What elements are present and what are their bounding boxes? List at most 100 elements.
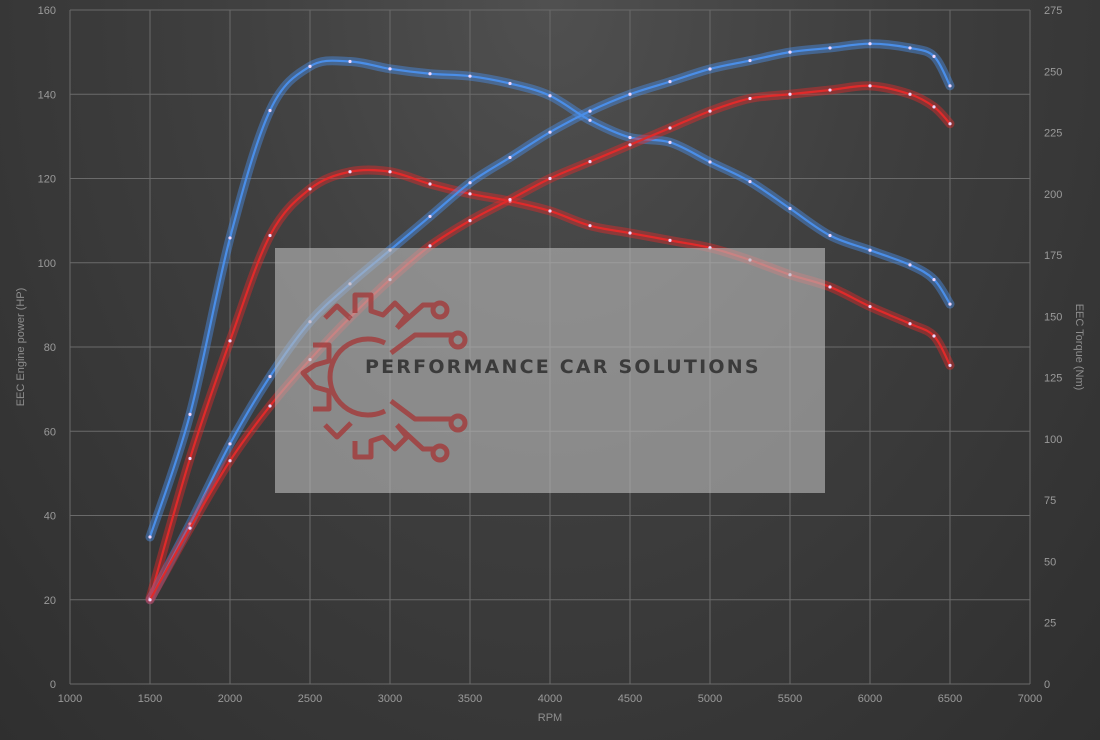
y-right-tick-label: 75 — [1044, 495, 1056, 507]
data-point — [268, 374, 272, 379]
data-point — [708, 67, 712, 71]
y-left-tick-label: 20 — [44, 595, 56, 607]
y-left-tick-label: 140 — [38, 89, 56, 101]
data-point — [548, 94, 552, 98]
x-tick-label: 4500 — [618, 693, 642, 705]
x-tick-label: 2000 — [218, 693, 242, 705]
data-point — [828, 233, 832, 238]
data-point — [188, 526, 192, 530]
data-point — [788, 50, 792, 54]
y-right-tick-label: 125 — [1044, 373, 1062, 385]
data-point — [628, 135, 632, 140]
y-right-tick-label: 275 — [1044, 5, 1062, 17]
x-tick-label: 6500 — [938, 693, 962, 705]
data-point — [948, 84, 952, 88]
x-tick-label: 3000 — [378, 693, 402, 705]
data-point — [748, 179, 752, 184]
data-point — [828, 46, 832, 50]
data-point — [788, 206, 792, 211]
data-point — [308, 64, 312, 68]
data-point — [908, 322, 912, 326]
data-point — [932, 278, 936, 282]
x-tick-label: 7000 — [1018, 693, 1042, 705]
y-left-tick-label: 100 — [38, 258, 56, 270]
data-point — [388, 67, 392, 71]
data-point — [668, 140, 672, 144]
data-point — [868, 304, 872, 309]
data-point — [428, 244, 432, 248]
y-right-tick-label: 100 — [1044, 434, 1062, 446]
data-point — [388, 170, 392, 174]
y-right-tick-label: 50 — [1044, 556, 1056, 568]
y-right-tick-label: 200 — [1044, 189, 1062, 201]
data-point — [348, 59, 352, 64]
y-right-tick-label: 250 — [1044, 66, 1062, 78]
y-left-tick-label: 0 — [50, 679, 56, 691]
x-tick-label: 6000 — [858, 693, 882, 705]
data-point — [828, 88, 832, 92]
data-point — [628, 231, 632, 235]
data-point — [508, 155, 512, 160]
y-right-tick-label: 0 — [1044, 679, 1050, 691]
y-left-tick-label: 60 — [44, 426, 56, 438]
data-point — [748, 96, 752, 101]
data-point — [268, 233, 272, 238]
data-point — [428, 72, 432, 76]
x-tick-label: 4000 — [538, 693, 562, 705]
data-point — [428, 182, 432, 186]
series-line-0 — [148, 59, 952, 539]
y-left-tick-label: 120 — [38, 174, 56, 186]
x-tick-label: 1500 — [138, 693, 162, 705]
data-point — [188, 412, 192, 416]
series-layer — [145, 39, 955, 605]
data-point — [588, 224, 592, 228]
series-line-3 — [148, 84, 952, 601]
data-point — [268, 108, 272, 113]
data-point — [948, 363, 952, 367]
gear-circuit-logo-icon — [300, 292, 468, 463]
watermark: PERFORMANCE CAR SOLUTIONS — [275, 248, 825, 493]
data-point — [228, 236, 232, 240]
y-left-tick-label: 40 — [44, 511, 56, 523]
data-point — [268, 404, 272, 408]
y-right-tick-label: 25 — [1044, 618, 1056, 630]
x-tick-label: 5000 — [698, 693, 722, 705]
tick-layer: 1000 1500 2000 2500 3000 3500 4000 4500 5000 5500… — [38, 5, 1063, 705]
y-right-tick-label: 150 — [1044, 311, 1062, 323]
data-point — [708, 160, 712, 164]
data-point — [228, 442, 232, 446]
y-right-tick-label: 175 — [1044, 250, 1062, 262]
data-point — [308, 187, 312, 191]
data-point — [668, 238, 672, 242]
data-point — [932, 54, 936, 58]
data-point — [748, 58, 752, 63]
data-point — [228, 459, 232, 463]
data-point — [468, 181, 472, 185]
data-point — [932, 334, 936, 338]
data-point — [468, 74, 472, 78]
data-point — [548, 209, 552, 213]
data-point — [468, 192, 472, 196]
y-right-axis-title: EEC Torque (Nm) — [1073, 304, 1085, 391]
x-tick-label: 1000 — [58, 693, 82, 705]
data-point — [868, 248, 872, 252]
data-point — [148, 535, 152, 539]
data-point — [468, 219, 472, 223]
data-point — [508, 81, 512, 86]
data-point — [628, 92, 632, 96]
data-point — [932, 105, 936, 109]
watermark-text: PERFORMANCE CAR SOLUTIONS — [365, 356, 761, 378]
data-point — [548, 130, 552, 134]
data-point — [348, 170, 352, 174]
data-point — [668, 80, 672, 84]
data-point — [148, 598, 152, 602]
data-point — [908, 46, 912, 50]
y-left-tick-label: 160 — [38, 5, 56, 17]
data-point — [948, 302, 952, 306]
x-tick-label: 5500 — [778, 693, 802, 705]
data-point — [588, 118, 592, 122]
data-point — [908, 263, 912, 267]
data-point — [668, 126, 672, 130]
